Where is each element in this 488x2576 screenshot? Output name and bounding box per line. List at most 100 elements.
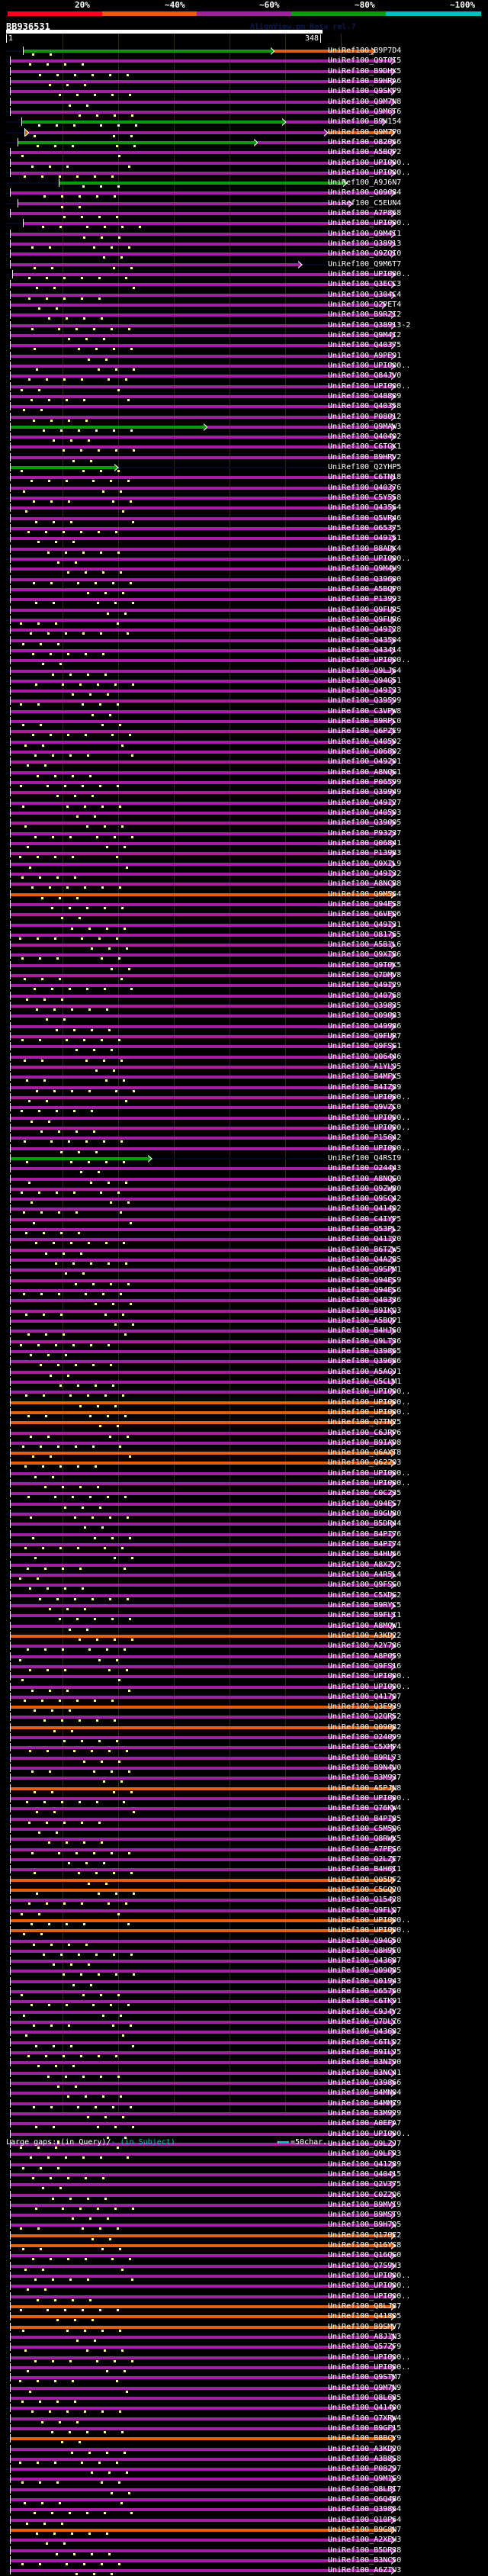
hit-row[interactable]: UniRef100_Q40336 (0, 1296, 488, 1306)
hit-row[interactable]: UniRef100_B8ADK4 (0, 544, 488, 555)
hit-label[interactable]: UniRef100_UPI000.. (328, 2129, 411, 2138)
hit-label[interactable]: UniRef100_A5BQP1 (328, 1317, 402, 1325)
hit-label[interactable]: UniRef100_C6TLD2 (328, 2037, 402, 2047)
hit-label[interactable]: UniRef100_Q40502 (328, 737, 402, 746)
hit-label[interactable]: UniRef100_Q40376 (328, 483, 402, 492)
hit-row[interactable]: UniRef100_UPI000.. (0, 1479, 488, 1489)
hit-row[interactable]: UniRef100_P06599 (0, 778, 488, 788)
hit-row[interactable]: UniRef100_A6ZIU3 (0, 2566, 488, 2576)
hit-row[interactable]: UniRef100_UPI000.. (0, 2282, 488, 2291)
hit-label[interactable]: UniRef100_A8NCB8 (328, 880, 402, 889)
hit-label[interactable]: UniRef100_A3KD22 (328, 1631, 402, 1640)
hit-row[interactable]: UniRef100_Q9FSG1 (0, 1042, 488, 1052)
hit-label[interactable]: UniRef100_A2Y786 (328, 1642, 402, 1651)
hit-row[interactable]: UniRef100_C3VPW8 (0, 706, 488, 717)
hit-row[interactable]: UniRef100_Q9SKP9 (0, 87, 488, 97)
hit-label[interactable]: UniRef100_A8P059 (328, 1651, 402, 1661)
hit-label[interactable]: UniRef100_B9H7Q5 (328, 2221, 402, 2230)
hit-label[interactable]: UniRef100_Q09084 (328, 188, 402, 198)
hit-row[interactable]: UniRef100_A5AGJ1 (0, 1367, 488, 1378)
hit-label[interactable]: UniRef100_B4PI74 (328, 1540, 402, 1549)
hit-row[interactable]: UniRef100_Q9XIL9 (0, 859, 488, 870)
hit-row[interactable]: UniRef100_A9J6N7 (0, 178, 488, 188)
hit-row[interactable]: UniRef100_Q40376 (0, 483, 488, 494)
hit-row[interactable]: UniRef100_Q53PL2 (0, 1225, 488, 1235)
hit-row[interactable]: UniRef100_B3NI90 (0, 2058, 488, 2068)
hit-label[interactable]: UniRef100_B9IKQ3 (328, 1306, 402, 1315)
hit-row[interactable]: UniRef100_B4PI74 (0, 1540, 488, 1550)
hit-row[interactable]: UniRef100_O49986 (0, 1021, 488, 1032)
hit-row[interactable]: UniRef100_C6TGK1 (0, 442, 488, 452)
hit-label[interactable]: UniRef100_Q5VR46 (328, 513, 402, 523)
hit-row[interactable]: UniRef100_Q01943 (0, 1976, 488, 1987)
hit-label[interactable]: UniRef100_Q8LBI7 (328, 2484, 402, 2494)
hit-row[interactable]: UniRef100_Q304C4 (0, 290, 488, 301)
hit-row[interactable]: UniRef100_UPI000.. (0, 1915, 488, 1926)
hit-row[interactable]: UniRef100_B9SMV7 (0, 2322, 488, 2333)
hit-label[interactable]: UniRef100_UPI000.. (328, 158, 411, 167)
hit-row[interactable]: UniRef100_UPI000.. (0, 555, 488, 564)
hit-row[interactable]: UniRef100_Q43504 (0, 635, 488, 646)
hit-row[interactable]: UniRef100_B9IKQ3 (0, 1306, 488, 1317)
hit-row[interactable]: UniRef100_Q41400 (0, 2404, 488, 2414)
hit-label[interactable]: UniRef100_B9RYC5 (328, 1600, 402, 1610)
hit-label[interactable]: UniRef100_UPI000.. (328, 2291, 411, 2301)
hit-label[interactable]: UniRef100_O24443 (328, 1164, 402, 1173)
hit-row[interactable]: UniRef100_Q9LFR3 (0, 2150, 488, 2160)
hit-row[interactable]: UniRef100_Q8RWX5 (0, 1835, 488, 1844)
hit-row[interactable]: UniRef100_C6JRP6 (0, 1428, 488, 1439)
hit-row[interactable]: UniRef100_Q09085 (0, 1967, 488, 1976)
hit-label[interactable]: UniRef100_Q9FS16 (328, 1661, 402, 1671)
hit-row[interactable]: UniRef100_Q06841 (0, 838, 488, 849)
hit-label[interactable]: UniRef100_Q8LJ87 (328, 2302, 402, 2311)
hit-label[interactable]: UniRef100_Q94ES6 (328, 1286, 402, 1295)
hit-row[interactable]: UniRef100_UPI000.. (0, 1123, 488, 1134)
hit-label[interactable]: UniRef100_O65760 (328, 1987, 402, 1996)
hit-label[interactable]: UniRef100_O49201 (328, 757, 402, 767)
hit-row[interactable]: UniRef100_B4HJ60 (0, 1327, 488, 1336)
hit-row[interactable]: UniRef100_B9N4U0 (0, 1764, 488, 1774)
hit-row[interactable]: UniRef100_UPI000.. (0, 1092, 488, 1103)
hit-row[interactable]: UniRef100_Q40415 (0, 2169, 488, 2180)
hit-row[interactable]: UniRef100_Q9VZC0 (0, 1103, 488, 1113)
hit-row[interactable]: UniRef100_A9PE91 (0, 351, 488, 362)
hit-label[interactable]: UniRef100_A2XEH3 (328, 2536, 402, 2545)
hit-label[interactable]: UniRef100_Q9LJ64 (328, 666, 402, 675)
hit-row[interactable]: UniRef100_Q49I29 (0, 981, 488, 991)
hit-label[interactable]: UniRef100_Q5CLM1 (328, 1377, 402, 1386)
hit-row[interactable]: UniRef100_UPI000.. (0, 1926, 488, 1936)
hit-row[interactable]: UniRef100_A2XEH3 (0, 2536, 488, 2545)
hit-row[interactable]: UniRef100_B4IZ89 (0, 1082, 488, 1093)
hit-row[interactable]: UniRef100_B9HRA6 (0, 76, 488, 87)
hit-label[interactable]: UniRef100_C3VPW8 (328, 706, 402, 716)
hit-label[interactable]: UniRef100_Q39865 (328, 1346, 402, 1356)
hit-row[interactable]: UniRef100_UPI000.. (0, 1397, 488, 1408)
hit-row[interactable]: UniRef100_Q94ES6 (0, 1286, 488, 1296)
hit-row[interactable]: UniRef100_Q39949 (0, 788, 488, 798)
hit-row[interactable]: UniRef100_A8NQG1 (0, 767, 488, 778)
hit-row[interactable]: UniRef100_Q94ES8 (0, 899, 488, 910)
hit-label[interactable]: UniRef100_B4H6I1 (328, 1865, 402, 1874)
hit-row[interactable]: UniRef100_C0C235 (0, 1489, 488, 1499)
hit-row[interactable]: UniRef100_UPI000.. (0, 656, 488, 666)
hit-row[interactable]: UniRef100_Q39686 (0, 1357, 488, 1367)
hit-label[interactable]: UniRef100_Q16QG0 (328, 2251, 402, 2260)
hit-row[interactable]: UniRef100_B3NC41 (0, 2068, 488, 2079)
hit-label[interactable]: UniRef100_UPI000.. (328, 1468, 411, 1478)
hit-row[interactable]: UniRef100_A3KD22 (0, 1631, 488, 1642)
hit-label[interactable]: UniRef100_Q94ES9 (328, 1275, 402, 1285)
hit-label[interactable]: UniRef100_A0EFA7 (328, 2119, 402, 2128)
hit-row[interactable]: UniRef100_B9HRV2 (0, 452, 488, 463)
hit-label[interactable]: UniRef100_B4HJ60 (328, 1327, 402, 1336)
hit-label[interactable]: UniRef100_O49151 (328, 534, 402, 543)
hit-label[interactable]: UniRef100_C9J4Y2 (328, 2007, 402, 2016)
hit-label[interactable]: UniRef100_Q38913 (328, 240, 402, 249)
hit-row[interactable]: UniRef100_Q8LJ87 (0, 2302, 488, 2312)
hit-row[interactable]: UniRef100_UPI000.. (0, 219, 488, 229)
hit-label[interactable]: UniRef100_B4MN04 (328, 2089, 402, 2098)
hit-row[interactable]: UniRef100_Q9ZW80 (0, 1184, 488, 1195)
hit-row[interactable]: UniRef100_Q40402 (0, 433, 488, 442)
hit-label[interactable]: UniRef100_O81765 (328, 930, 402, 939)
hit-label[interactable]: UniRef100_UPI000.. (328, 2282, 411, 2291)
hit-row[interactable]: UniRef100_UPI000.. (0, 2352, 488, 2363)
